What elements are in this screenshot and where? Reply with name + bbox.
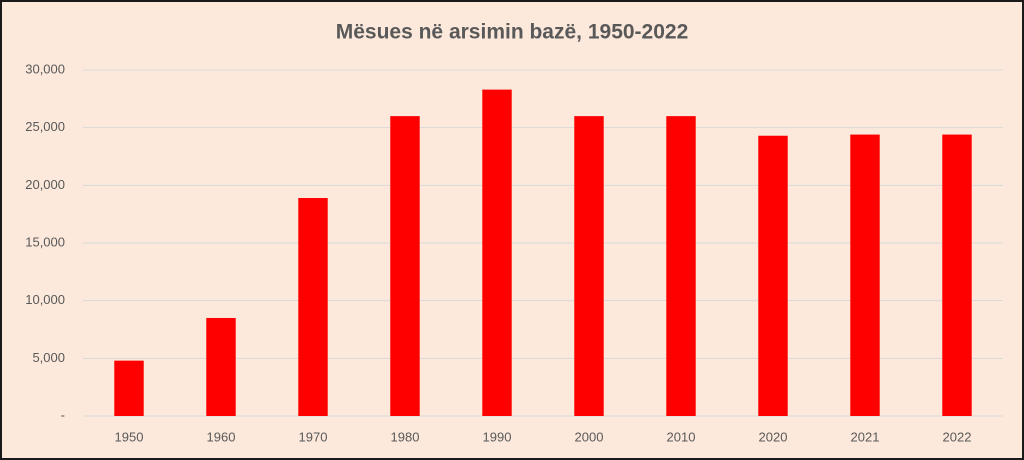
bar <box>666 116 696 416</box>
y-tick-label: 5,000 <box>32 350 65 365</box>
x-tick-label: 1960 <box>207 429 236 444</box>
bar <box>482 89 512 417</box>
bar <box>574 116 604 416</box>
x-tick-label: 1990 <box>483 429 512 444</box>
y-tick-label: 30,000 <box>25 61 65 76</box>
y-tick-label: 15,000 <box>25 234 65 249</box>
y-tick-label: 25,000 <box>25 119 65 134</box>
x-tick-label: 1970 <box>299 429 328 444</box>
bar <box>758 135 788 417</box>
bar <box>114 360 144 416</box>
x-tick-label: 2020 <box>759 429 788 444</box>
y-tick-label: 20,000 <box>25 177 65 192</box>
bar <box>942 134 972 416</box>
bar <box>206 317 236 416</box>
bar <box>298 198 328 416</box>
x-tick-label: 2021 <box>851 429 880 444</box>
x-tick-label: 2000 <box>575 429 604 444</box>
y-tick-label: 10,000 <box>25 292 65 307</box>
x-tick-label: 2010 <box>667 429 696 444</box>
x-tick-label: 1980 <box>391 429 420 444</box>
x-tick-label: 1950 <box>115 429 144 444</box>
bar <box>390 116 420 416</box>
y-tick-label: - <box>61 407 65 422</box>
x-tick-label: 2022 <box>943 429 972 444</box>
chart-title: Mësues në arsimin bazë, 1950-2022 <box>336 21 689 44</box>
bar <box>850 134 880 416</box>
